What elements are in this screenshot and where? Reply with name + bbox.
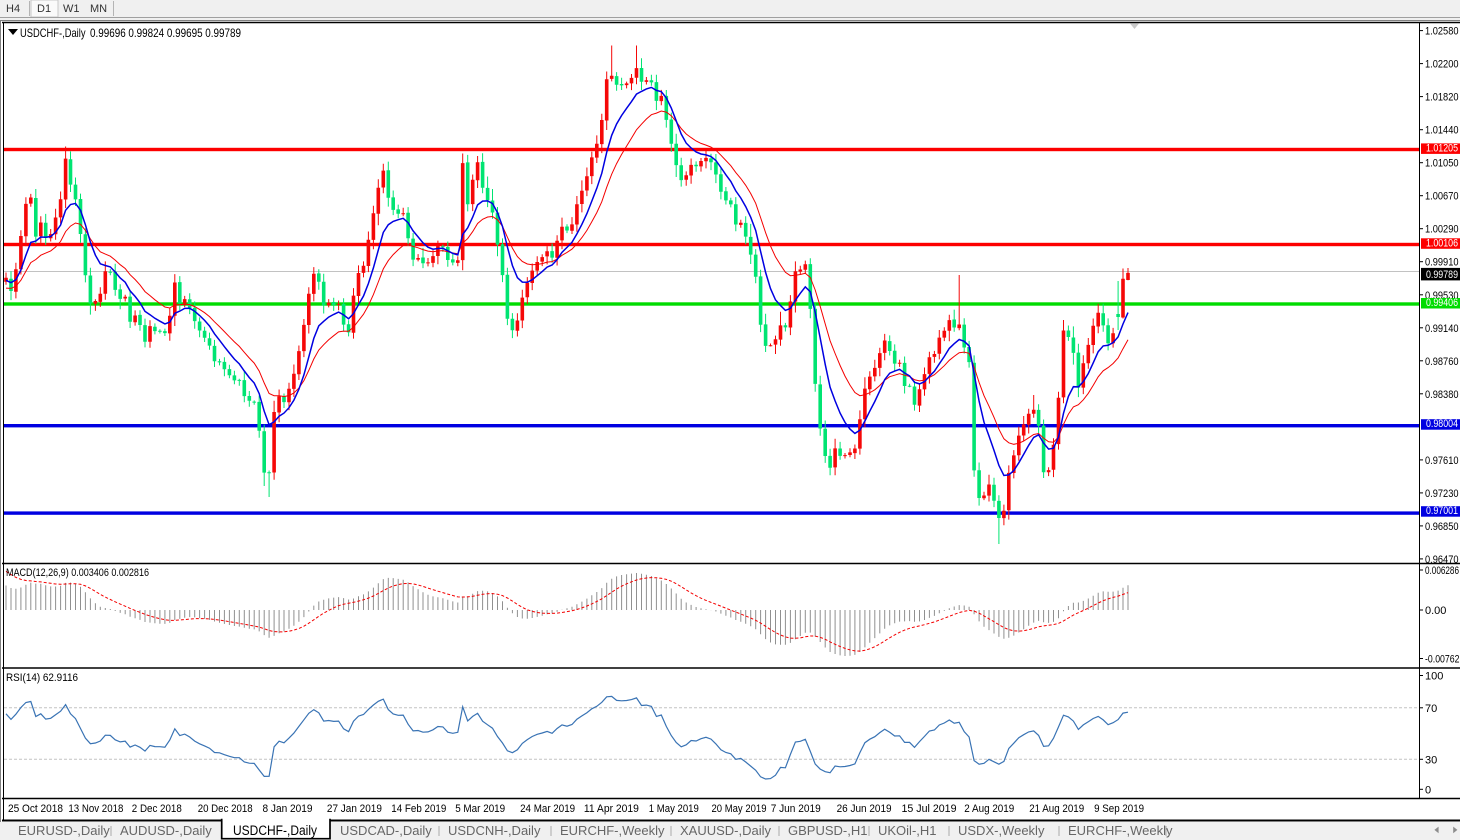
svg-text:EURUSD-,Daily: EURUSD-,Daily	[18, 823, 110, 838]
svg-text:H4: H4	[6, 3, 20, 15]
svg-text:15 Jul 2019: 15 Jul 2019	[902, 803, 957, 815]
svg-text:W1: W1	[63, 3, 80, 15]
svg-text:0.98380: 0.98380	[1425, 389, 1459, 401]
svg-text:13 Nov 2018: 13 Nov 2018	[68, 803, 123, 815]
svg-text:0: 0	[1425, 784, 1431, 796]
svg-text:30: 30	[1425, 754, 1437, 766]
svg-text:EURCHF-,Weekly: EURCHF-,Weekly	[560, 823, 665, 838]
svg-text:USDCAD-,Daily: USDCAD-,Daily	[340, 823, 432, 838]
svg-text:1.00670: 1.00670	[1425, 191, 1459, 203]
svg-text:0.006286: 0.006286	[1425, 565, 1459, 577]
svg-text:0.99696 0.99824 0.99695 0.9978: 0.99696 0.99824 0.99695 0.99789	[90, 26, 241, 40]
svg-text:100: 100	[1425, 671, 1443, 683]
svg-text:USDCNH-,Daily: USDCNH-,Daily	[448, 823, 541, 838]
svg-text:AUDUSD-,Daily: AUDUSD-,Daily	[120, 823, 212, 838]
svg-text:0.00: 0.00	[1425, 605, 1446, 617]
svg-text:MN: MN	[90, 3, 107, 15]
svg-text:20 May 2019: 20 May 2019	[712, 803, 767, 815]
svg-text:27 Jan 2019: 27 Jan 2019	[327, 803, 382, 815]
svg-text:14 Feb 2019: 14 Feb 2019	[391, 803, 446, 815]
svg-text:EURCHF-,Weekly: EURCHF-,Weekly	[1068, 823, 1173, 838]
svg-text:0.96850: 0.96850	[1425, 521, 1459, 533]
svg-text:2 Dec 2018: 2 Dec 2018	[132, 803, 182, 815]
svg-text:MACD(12,26,9) 0.003406 0.00281: MACD(12,26,9) 0.003406 0.002816	[6, 567, 149, 579]
svg-text:0.99140: 0.99140	[1425, 323, 1459, 335]
svg-text:0.99789: 0.99789	[1426, 269, 1458, 281]
svg-text:USDCHF-,Daily: USDCHF-,Daily	[20, 26, 86, 40]
svg-text:5 Mar 2019: 5 Mar 2019	[455, 803, 505, 815]
svg-text:1.00106: 1.00106	[1426, 237, 1458, 249]
svg-text:0.99910: 0.99910	[1425, 257, 1459, 269]
svg-text:8 Jan 2019: 8 Jan 2019	[263, 803, 313, 815]
svg-text:D1: D1	[37, 3, 51, 15]
svg-text:XAUUSD-,Daily: XAUUSD-,Daily	[680, 823, 772, 838]
svg-text:0.96470: 0.96470	[1425, 554, 1459, 566]
svg-text:1.01050: 1.01050	[1425, 158, 1459, 170]
svg-text:2 Aug 2019: 2 Aug 2019	[964, 803, 1014, 815]
svg-text:7 Jun 2019: 7 Jun 2019	[771, 803, 821, 815]
svg-text:-0.00762: -0.00762	[1425, 654, 1460, 666]
svg-text:1.00290: 1.00290	[1425, 224, 1459, 236]
svg-text:24 Mar 2019: 24 Mar 2019	[520, 803, 575, 815]
svg-text:0.97230: 0.97230	[1425, 488, 1459, 500]
svg-text:21 Aug 2019: 21 Aug 2019	[1029, 803, 1084, 815]
svg-text:1 May 2019: 1 May 2019	[649, 803, 699, 815]
svg-text:1.01820: 1.01820	[1425, 92, 1459, 104]
svg-text:0.99406: 0.99406	[1426, 297, 1458, 309]
svg-text:GBPUSD-,H1: GBPUSD-,H1	[788, 823, 867, 838]
svg-text:25 Oct 2018: 25 Oct 2018	[8, 803, 63, 815]
svg-text:1.01205: 1.01205	[1426, 142, 1458, 154]
svg-text:0.97610: 0.97610	[1425, 455, 1459, 467]
svg-text:0.98760: 0.98760	[1425, 356, 1459, 368]
svg-text:1.02200: 1.02200	[1425, 59, 1459, 71]
svg-text:11 Apr 2019: 11 Apr 2019	[584, 803, 639, 815]
svg-text:RSI(14) 62.9116: RSI(14) 62.9116	[6, 672, 78, 684]
svg-text:26 Jun 2019: 26 Jun 2019	[837, 803, 892, 815]
svg-text:USDX-,Weekly: USDX-,Weekly	[958, 823, 1045, 838]
svg-text:0.97001: 0.97001	[1426, 505, 1458, 517]
svg-text:UKOil-,H1: UKOil-,H1	[878, 823, 937, 838]
svg-text:20 Dec 2018: 20 Dec 2018	[198, 803, 253, 815]
svg-text:0.98004: 0.98004	[1426, 418, 1458, 430]
svg-text:1.01440: 1.01440	[1425, 125, 1459, 137]
svg-text:9 Sep 2019: 9 Sep 2019	[1094, 803, 1144, 815]
svg-text:USDCHF-,Daily: USDCHF-,Daily	[233, 823, 317, 838]
svg-text:70: 70	[1425, 703, 1437, 715]
svg-text:1.02580: 1.02580	[1425, 26, 1459, 38]
